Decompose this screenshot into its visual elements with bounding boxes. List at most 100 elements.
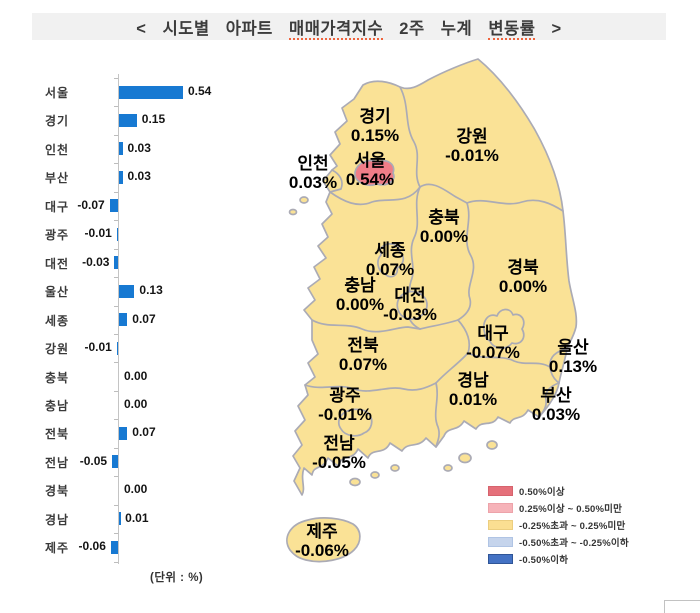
region-name: 대구 bbox=[477, 324, 509, 343]
bar-row-label: 전남 bbox=[45, 455, 70, 470]
island bbox=[299, 196, 309, 204]
bar bbox=[112, 455, 118, 469]
legend-label: 0.50%이상 bbox=[519, 486, 565, 498]
bar-row-label: 경북 bbox=[45, 484, 70, 499]
legend-item: -0.50%초과 ~ -0.25%이하 bbox=[488, 533, 629, 550]
region-border-chungbuk-gyeongbuk bbox=[457, 202, 475, 321]
axis-tick bbox=[114, 504, 118, 506]
map-region-label: 경북 0.00% bbox=[458, 258, 588, 296]
island bbox=[349, 477, 361, 487]
bar-row-label: 경남 bbox=[45, 512, 70, 527]
legend-item: -0.50%이하 bbox=[488, 550, 629, 567]
legend-item: -0.25%초과 ~ 0.25%미만 bbox=[488, 516, 629, 533]
region-sejong bbox=[377, 242, 405, 278]
legend-item: 0.50%이상 bbox=[488, 482, 629, 499]
map-region-label: 제주 -0.06% bbox=[257, 522, 387, 560]
bar-value: 0.03 bbox=[127, 140, 151, 155]
axis-tick bbox=[114, 191, 118, 193]
region-name: 세종 bbox=[374, 241, 406, 260]
region-border-jeonbuk-east bbox=[457, 319, 471, 354]
bar-value: 0.15 bbox=[141, 112, 166, 127]
bar-row-label: 충남 bbox=[45, 398, 70, 413]
map-region-label: 전남 -0.05% bbox=[274, 434, 404, 472]
region-value: 0.03% bbox=[288, 173, 338, 192]
bar-row-label: 서울 bbox=[45, 86, 70, 100]
region-value: -0.05% bbox=[312, 453, 366, 472]
region-name: 경기 bbox=[359, 107, 391, 126]
axis-tick bbox=[114, 77, 118, 79]
island bbox=[458, 452, 472, 464]
map-region-label: 인천 0.03% bbox=[248, 154, 378, 192]
region-daejeon bbox=[396, 290, 428, 320]
region-value: 0.15% bbox=[350, 126, 400, 145]
axis-tick bbox=[114, 561, 118, 563]
map-region-label: 서울 0.54% bbox=[305, 151, 435, 189]
legend-item: 0.25%이상 ~ 0.50%미만 bbox=[488, 499, 629, 516]
bar-value: 0.00 bbox=[124, 396, 148, 411]
axis-tick bbox=[114, 277, 118, 279]
region-name: 광주 bbox=[329, 386, 361, 405]
region-value: -0.01% bbox=[445, 146, 499, 165]
map-svg bbox=[286, 58, 578, 563]
region-name: 강원 bbox=[456, 127, 488, 146]
title-segment: 2주 누계 bbox=[383, 19, 489, 38]
region-value: 0.00% bbox=[419, 227, 469, 246]
title-segment-underlined: 변동률 bbox=[488, 19, 536, 40]
bar-row-label: 전북 bbox=[45, 427, 70, 442]
bar-row-label: 울산 bbox=[45, 285, 70, 300]
map-region-label: 광주 -0.01% bbox=[280, 386, 410, 424]
region-border-chungbuk-gangwon bbox=[419, 183, 468, 204]
bar bbox=[119, 170, 123, 184]
legend-swatch bbox=[488, 502, 513, 513]
legend-swatch bbox=[488, 536, 513, 547]
bar-row-label: 대전 bbox=[45, 256, 70, 271]
region-name: 대전 bbox=[394, 286, 426, 305]
bar-value: -0.01 bbox=[84, 340, 112, 355]
bar-value: -0.06 bbox=[78, 539, 106, 554]
bar-value: 0.00 bbox=[124, 482, 148, 497]
bar bbox=[114, 256, 118, 270]
region-border-jeonbuk-chungbuk bbox=[419, 319, 459, 330]
axis-tick bbox=[114, 333, 118, 335]
region-value: -0.03% bbox=[383, 305, 437, 324]
axis-tick bbox=[114, 390, 118, 392]
region-name: 제주 bbox=[306, 522, 338, 541]
bar bbox=[119, 512, 121, 526]
legend-swatch bbox=[488, 553, 513, 564]
bar-value: -0.03 bbox=[82, 254, 110, 269]
region-border-gyeonggi-gangwon bbox=[399, 86, 421, 188]
bar bbox=[116, 227, 119, 241]
axis-tick bbox=[114, 106, 118, 108]
region-gwangju bbox=[337, 408, 373, 437]
bar-value: 0.13 bbox=[139, 283, 163, 298]
bar-row-label: 세종 bbox=[45, 313, 70, 328]
island bbox=[390, 464, 400, 472]
legend-label: -0.50%이하 bbox=[519, 554, 569, 566]
region-name: 서울 bbox=[354, 151, 386, 170]
region-value: -0.07% bbox=[466, 343, 520, 362]
island bbox=[486, 440, 498, 450]
region-daegu bbox=[483, 308, 525, 349]
region-name: 전북 bbox=[347, 336, 379, 355]
bar bbox=[116, 341, 119, 355]
axis-tick bbox=[114, 163, 118, 165]
axis-tick bbox=[114, 476, 118, 478]
bar-value: -0.01 bbox=[84, 226, 112, 241]
region-border-busan bbox=[538, 382, 560, 418]
bar bbox=[119, 113, 137, 127]
bar-value: 0.01 bbox=[125, 510, 149, 525]
bar-value: 0.00 bbox=[124, 368, 148, 383]
map-region-label: 강원 -0.01% bbox=[407, 127, 537, 165]
bar-value: -0.07 bbox=[77, 197, 105, 212]
bar-row-label: 부산 bbox=[45, 171, 70, 186]
region-border-jeonbuk-south bbox=[304, 382, 437, 392]
region-name: 충북 bbox=[428, 208, 460, 227]
legend-label: 0.25%이상 ~ 0.50%미만 bbox=[519, 503, 623, 515]
title-segment: > bbox=[535, 19, 562, 38]
region-value: 0.54% bbox=[345, 170, 395, 189]
axis-tick bbox=[114, 305, 118, 307]
region-border-gyeonggi-south bbox=[329, 186, 421, 206]
page-title: < 시도별 아파트 매매가격지수 2주 누계 변동률 > bbox=[136, 15, 562, 40]
island bbox=[443, 464, 453, 472]
